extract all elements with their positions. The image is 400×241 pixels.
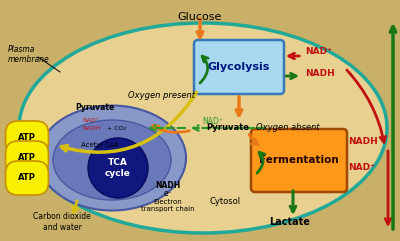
Text: NADH: NADH bbox=[82, 126, 101, 130]
Text: NADH: NADH bbox=[348, 138, 378, 147]
Text: Carbon dioxide
and water: Carbon dioxide and water bbox=[33, 212, 91, 232]
Text: NADH: NADH bbox=[305, 69, 335, 79]
Text: NADH: NADH bbox=[155, 181, 181, 189]
Text: Pyruvate: Pyruvate bbox=[206, 123, 250, 133]
Text: + CO₂: + CO₂ bbox=[107, 126, 126, 130]
Text: Acetyl CoA: Acetyl CoA bbox=[81, 142, 119, 148]
Text: ATP: ATP bbox=[18, 174, 36, 182]
Text: NAD⁺: NAD⁺ bbox=[202, 118, 224, 127]
FancyBboxPatch shape bbox=[251, 129, 347, 192]
Text: NAD⁺: NAD⁺ bbox=[305, 47, 332, 56]
Ellipse shape bbox=[53, 120, 171, 200]
Ellipse shape bbox=[19, 23, 387, 233]
Text: Pyruvate: Pyruvate bbox=[75, 103, 115, 113]
Text: ATP: ATP bbox=[18, 134, 36, 142]
Text: NAD⁺: NAD⁺ bbox=[348, 163, 375, 173]
Text: Plasma
membrane: Plasma membrane bbox=[8, 45, 50, 64]
Text: Lactate: Lactate bbox=[270, 217, 310, 227]
Text: Fermentation: Fermentation bbox=[259, 155, 339, 165]
Text: Glucose: Glucose bbox=[178, 12, 222, 22]
Text: Cytosol: Cytosol bbox=[210, 198, 240, 207]
Circle shape bbox=[88, 138, 148, 198]
Text: TCA
cycle: TCA cycle bbox=[105, 158, 131, 178]
Text: Electron
transport chain: Electron transport chain bbox=[141, 199, 195, 212]
Text: e⁻: e⁻ bbox=[164, 189, 172, 199]
Text: NAD⁺: NAD⁺ bbox=[82, 118, 99, 122]
Ellipse shape bbox=[1, 6, 399, 241]
Text: Oxygen absent: Oxygen absent bbox=[256, 123, 320, 133]
Text: Oxygen present: Oxygen present bbox=[128, 91, 196, 100]
Text: ATP: ATP bbox=[18, 154, 36, 162]
Ellipse shape bbox=[38, 106, 186, 210]
Text: Glycolysis: Glycolysis bbox=[208, 62, 270, 72]
FancyBboxPatch shape bbox=[194, 40, 284, 94]
